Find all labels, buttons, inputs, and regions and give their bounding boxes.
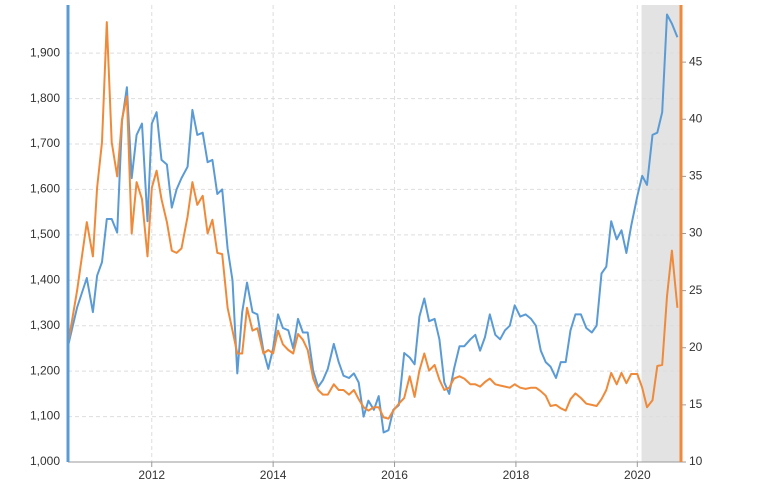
y2-tick-label: 40 — [689, 111, 703, 125]
y-tick-label: 1,300 — [30, 318, 60, 332]
x-tick-label: 2012 — [138, 468, 165, 482]
y-tick-label: 1,700 — [30, 136, 60, 150]
y2-tick-label: 25 — [689, 283, 703, 297]
y-tick-label: 1,100 — [30, 409, 60, 423]
y-tick-label: 1,500 — [30, 227, 60, 241]
y2-tick-label: 20 — [689, 340, 703, 354]
y-tick-label: 1,000 — [30, 454, 60, 468]
shaded-range — [641, 5, 681, 462]
y-tick-label: 1,400 — [30, 272, 60, 286]
y-tick-label: 1,800 — [30, 91, 60, 105]
y2-tick-label: 30 — [689, 226, 703, 240]
x-tick-label: 2016 — [381, 468, 408, 482]
x-tick-label: 2020 — [624, 468, 651, 482]
y2-tick-label: 10 — [689, 454, 703, 468]
y-tick-label: 1,200 — [30, 363, 60, 377]
y2-tick-label: 15 — [689, 397, 703, 411]
y2-tick-label: 35 — [689, 169, 703, 183]
x-tick-label: 2014 — [260, 468, 287, 482]
x-tick-label: 2018 — [503, 468, 530, 482]
series-line — [67, 21, 679, 420]
series-line — [67, 13, 679, 434]
y2-tick-label: 45 — [689, 54, 703, 68]
y-tick-label: 1,900 — [30, 45, 60, 59]
y-tick-label: 1,600 — [30, 182, 60, 196]
